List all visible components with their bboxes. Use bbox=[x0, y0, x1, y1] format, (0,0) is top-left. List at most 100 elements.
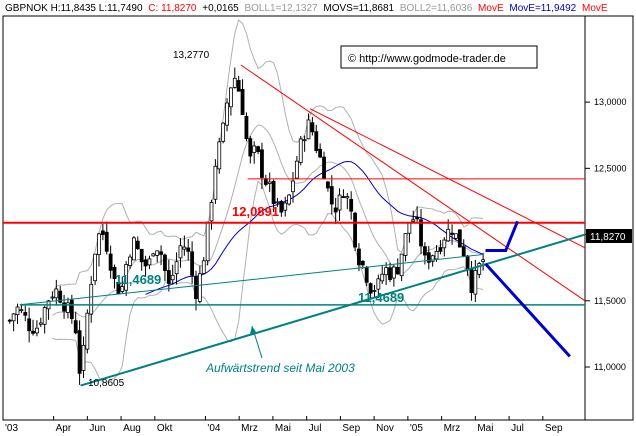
candle-body bbox=[128, 256, 132, 267]
candle-body bbox=[100, 230, 105, 235]
candle-body bbox=[225, 102, 229, 126]
candle-body bbox=[457, 229, 462, 248]
candle-body bbox=[461, 246, 466, 257]
candle-body bbox=[170, 274, 175, 281]
candle-body bbox=[155, 250, 160, 256]
candle-body bbox=[314, 131, 319, 151]
candle-body bbox=[213, 165, 218, 200]
candle-body bbox=[283, 202, 288, 211]
candle-body bbox=[357, 248, 361, 266]
downtrend-line-2 bbox=[309, 108, 586, 249]
y-tick-label: 11,5000 bbox=[594, 296, 626, 306]
candle-body bbox=[446, 228, 451, 242]
watermark-text: © http://www.godmode-trader.de bbox=[348, 53, 506, 65]
candle-body bbox=[124, 264, 129, 291]
candle-body bbox=[426, 252, 431, 263]
candle-body bbox=[353, 212, 357, 248]
candle-body bbox=[294, 160, 299, 179]
candle-body bbox=[143, 259, 148, 267]
candle-body bbox=[108, 253, 113, 271]
candle-body bbox=[81, 344, 86, 371]
candle-body bbox=[341, 196, 346, 198]
candle-body bbox=[217, 141, 222, 170]
candle-body bbox=[465, 255, 470, 271]
candle-body bbox=[403, 233, 408, 256]
candle-body bbox=[244, 116, 249, 140]
watermark-box bbox=[340, 45, 538, 69]
header-symbol: GBPNOK bbox=[5, 3, 48, 14]
candle-body bbox=[201, 260, 206, 274]
candle-body bbox=[267, 181, 272, 184]
candle-body bbox=[287, 194, 292, 205]
header-movs: MOVS=11,8681 bbox=[323, 3, 394, 14]
candle-body bbox=[423, 246, 427, 256]
header-move-label: MovE bbox=[478, 3, 504, 14]
candle-body bbox=[333, 207, 338, 213]
x-tick-label: '03 bbox=[5, 423, 18, 434]
candle-body bbox=[197, 273, 202, 302]
candle-body bbox=[442, 239, 447, 249]
candle-body bbox=[190, 251, 195, 276]
candle-body bbox=[271, 180, 276, 205]
x-tick-label: Jun bbox=[89, 423, 105, 434]
x-tick-label: Mai bbox=[275, 423, 291, 434]
candle-body bbox=[186, 247, 191, 252]
header-close: C: 11,8270 bbox=[148, 3, 197, 14]
x-tick-label: Sep bbox=[342, 423, 360, 434]
candle-body bbox=[66, 302, 70, 313]
candle-body bbox=[31, 330, 35, 334]
candle-body bbox=[391, 266, 396, 279]
candle-body bbox=[38, 322, 43, 325]
x-tick-label: Mai bbox=[477, 423, 493, 434]
trend-lines bbox=[3, 64, 586, 387]
candle-body bbox=[35, 327, 39, 334]
candle-body bbox=[430, 255, 435, 262]
candle-body bbox=[322, 156, 326, 180]
candle-body bbox=[298, 138, 303, 163]
header-move-label2: MovE bbox=[582, 3, 608, 14]
candle-body bbox=[147, 258, 152, 266]
resistance-label: 12,0891 bbox=[232, 204, 279, 219]
candle-body bbox=[15, 306, 20, 316]
candle-body bbox=[77, 330, 82, 374]
y-axis-panel bbox=[584, 15, 634, 421]
projection-down bbox=[484, 262, 571, 358]
trend-text: Aufwärtstrend seit Mai 2003 bbox=[205, 361, 355, 375]
candle-body bbox=[232, 77, 237, 88]
candle-body bbox=[481, 259, 486, 262]
header-change: +0,0165 bbox=[202, 3, 239, 14]
bollinger-middle bbox=[52, 124, 484, 318]
candle-body bbox=[263, 178, 268, 185]
candle-body bbox=[174, 261, 179, 275]
candle-body bbox=[256, 146, 260, 152]
candle-body bbox=[364, 267, 369, 283]
candle-body bbox=[89, 283, 94, 315]
candle-body bbox=[326, 181, 330, 189]
candle-body bbox=[434, 250, 439, 260]
candle-body bbox=[473, 270, 478, 295]
current-price-box bbox=[586, 229, 632, 243]
header-move-value: MovE=11,9492 bbox=[509, 3, 576, 14]
candle-body bbox=[151, 253, 156, 257]
candle-body bbox=[229, 87, 233, 108]
candle-body bbox=[384, 267, 389, 276]
uptrend-line-short bbox=[19, 253, 484, 306]
y-tick-label: 13,0000 bbox=[594, 97, 627, 107]
candle-body bbox=[345, 196, 350, 199]
downtrend-line-1 bbox=[240, 64, 586, 302]
candle-body bbox=[236, 80, 241, 92]
candle-body bbox=[194, 275, 198, 300]
x-tick-label: '05 bbox=[410, 423, 423, 434]
candle-body bbox=[329, 186, 334, 205]
candle-body bbox=[132, 237, 136, 261]
x-tick-label: Okt bbox=[157, 423, 173, 434]
candle-body bbox=[50, 296, 55, 299]
header-low: L:11,7490 bbox=[99, 3, 143, 14]
trend-text-arrowhead bbox=[250, 326, 256, 334]
x-tick-label: Mrz bbox=[444, 423, 461, 434]
x-tick-label: Mrz bbox=[241, 423, 258, 434]
candle-body bbox=[349, 198, 354, 212]
